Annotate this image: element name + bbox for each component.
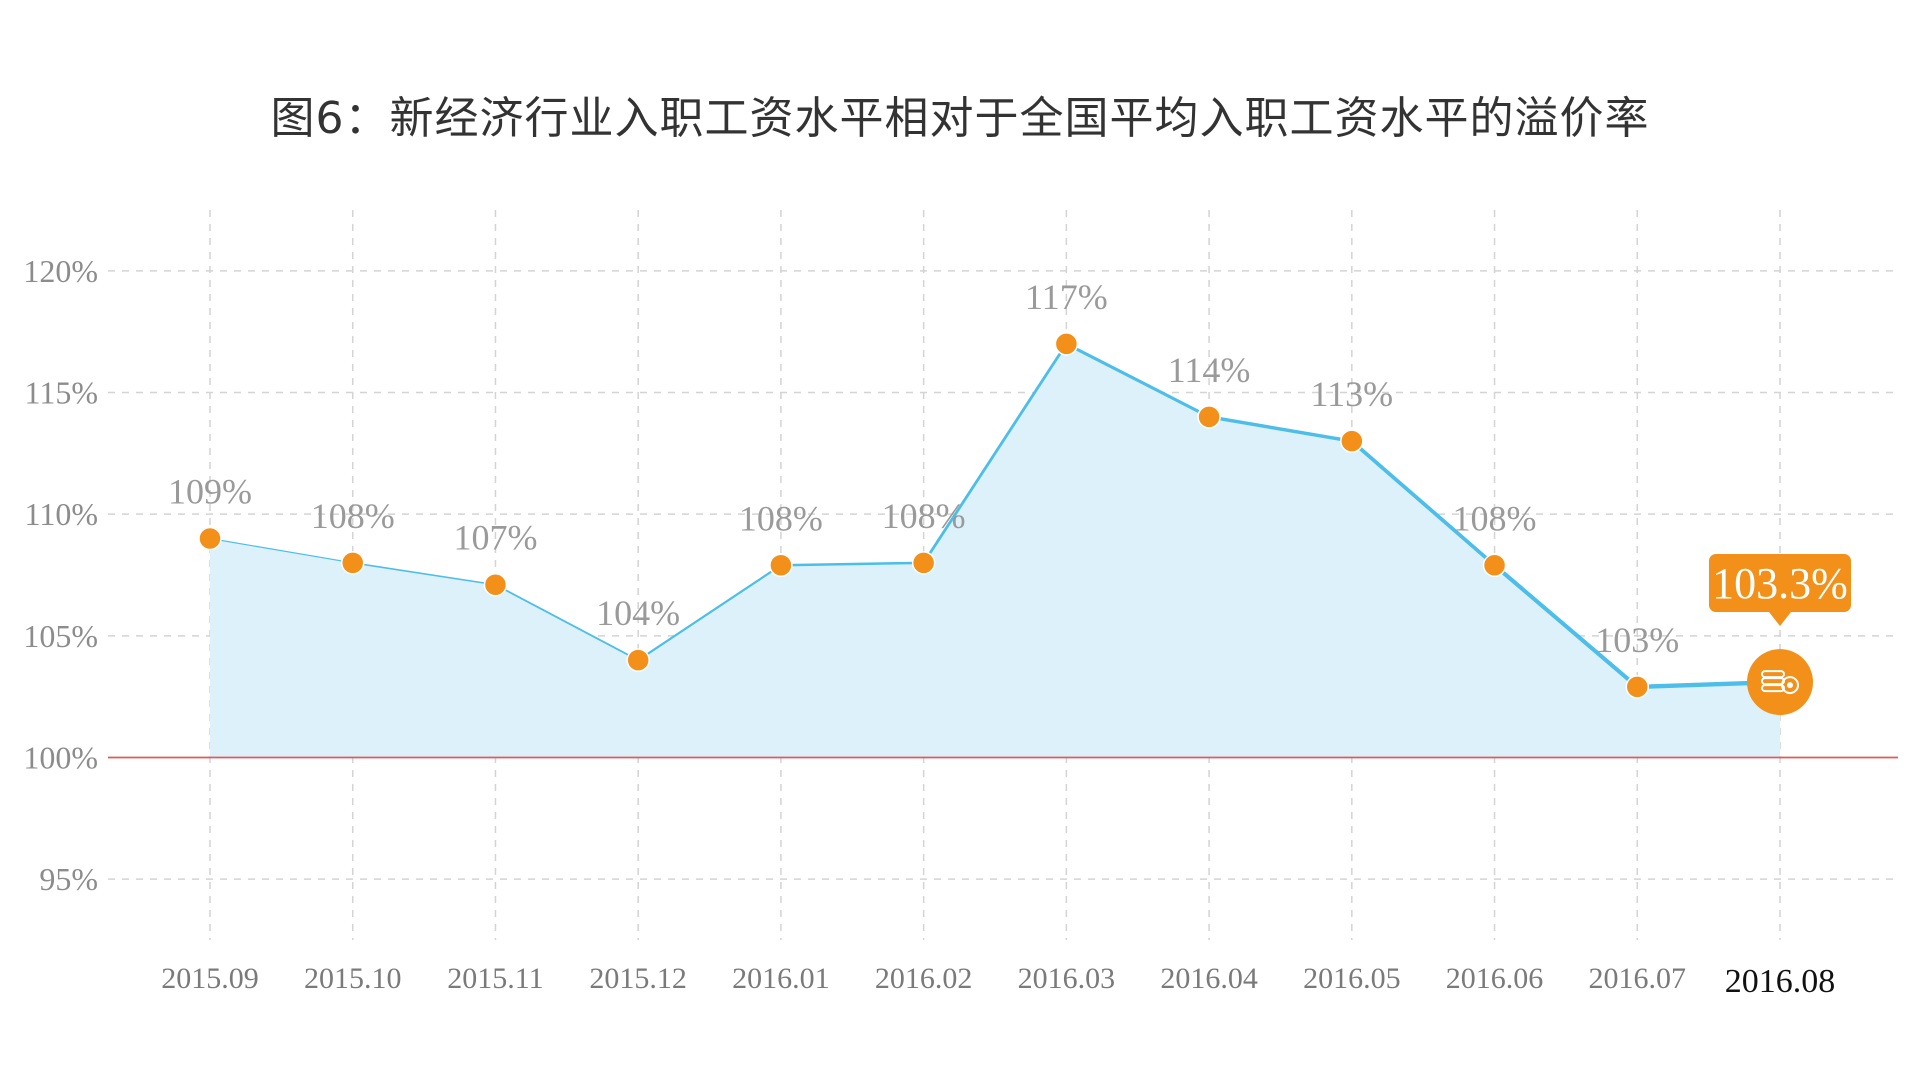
y-tick-label: 120%: [23, 253, 98, 289]
data-label: 114%: [1168, 350, 1251, 390]
data-labels: 109% 108% 107% 104% 108% 108% 117% 114% 113% 108%…: [168, 277, 1679, 660]
line-segment: [209, 537, 354, 564]
line-segment: [1207, 415, 1354, 443]
x-tick-label: 2016.06: [1446, 962, 1544, 995]
data-label: 107%: [453, 518, 537, 558]
y-tick-label: 100%: [23, 740, 98, 776]
callout: 103.3%: [1709, 554, 1851, 626]
data-point: [1625, 675, 1650, 699]
data-point: [198, 526, 222, 551]
data-point: [340, 551, 365, 575]
data-label: 104%: [596, 593, 680, 633]
data-label: 113%: [1310, 374, 1393, 414]
x-axis: 2015.09 2015.10 2015.11 2015.12 2016.01 2016.…: [161, 962, 1835, 1000]
data-label: 108%: [882, 496, 966, 536]
x-tick-label: 2016.02: [875, 962, 973, 995]
area-fill: [210, 343, 1780, 758]
line-segment: [637, 564, 782, 662]
data-point: [483, 572, 508, 597]
x-tick-label: 2016.08: [1725, 963, 1836, 1000]
data-label: 117%: [1025, 277, 1108, 317]
y-axis: 95% 100% 105% 110% 115% 120%: [23, 253, 98, 897]
data-point: [1482, 553, 1507, 578]
data-label: 108%: [311, 496, 395, 536]
x-tick-label: 2016.03: [1018, 962, 1116, 995]
line-segment: [1064, 342, 1211, 419]
chart-title: 图6：新经济行业入职工资水平相对于全国平均入职工资水平的溢价率: [270, 93, 1650, 144]
line-segment: [922, 342, 1068, 565]
y-tick-label: 105%: [23, 618, 98, 654]
x-tick-label: 2016.01: [732, 962, 830, 995]
x-tick-label: 2016.05: [1303, 962, 1401, 995]
line-segment: [1492, 563, 1640, 689]
callout-badge: 103.3%: [1709, 554, 1851, 626]
data-point: [769, 553, 793, 578]
x-tick-label: 2015.11: [447, 962, 543, 995]
data-point: [911, 551, 936, 575]
line-segment: [494, 583, 640, 662]
x-tick-label: 2015.12: [589, 962, 687, 995]
data-label: 103%: [1595, 620, 1679, 660]
callout-label: 103.3%: [1712, 559, 1848, 608]
area-polygon: [210, 343, 1780, 758]
data-label: 109%: [168, 472, 252, 512]
data-label: 108%: [1453, 498, 1537, 538]
y-tick-label: 95%: [39, 861, 98, 897]
data-point: [1340, 429, 1364, 453]
data-point: [1054, 332, 1079, 356]
y-tick-label: 110%: [25, 496, 98, 532]
data-point: [626, 648, 650, 672]
line-segment: [1349, 439, 1497, 568]
x-tick-label: 2015.10: [304, 962, 402, 995]
y-tick-label: 115%: [25, 375, 98, 411]
markers: [198, 332, 1813, 716]
line-segment: [779, 561, 925, 567]
x-tick-label: 2015.09: [161, 962, 259, 995]
x-tick-label: 2016.04: [1160, 962, 1258, 995]
coins-icon: [1747, 649, 1813, 716]
data-point: [1197, 405, 1221, 429]
x-tick-label: 2016.07: [1589, 962, 1687, 995]
line-segment: [351, 562, 497, 586]
data-label: 108%: [739, 498, 823, 538]
